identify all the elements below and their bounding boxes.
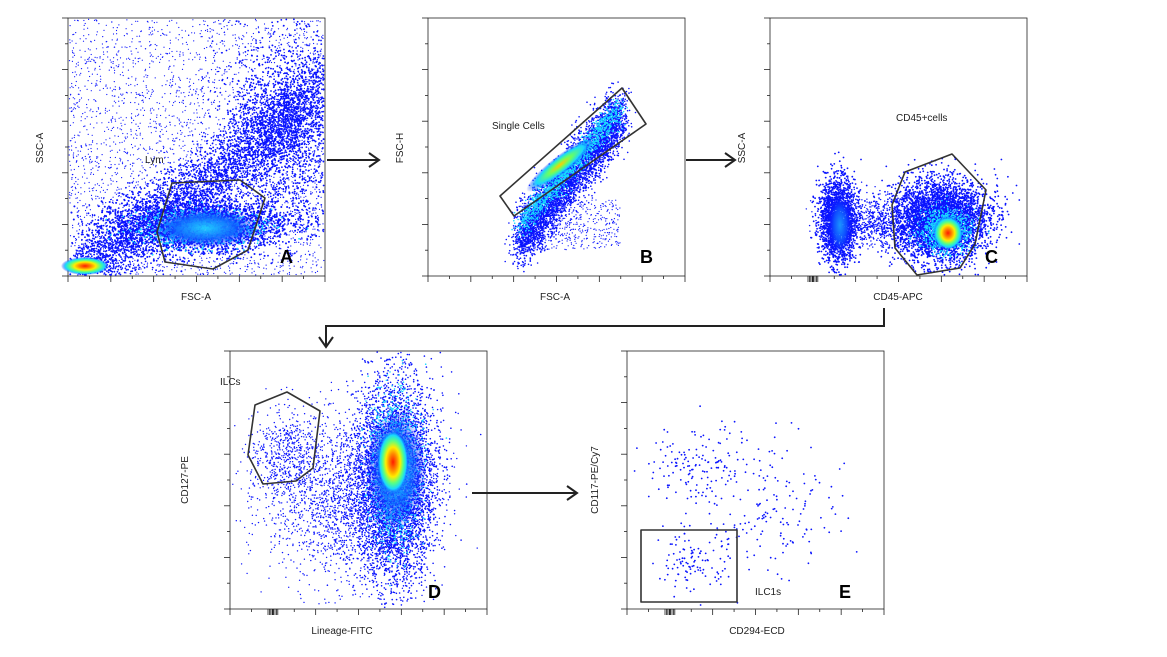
y-axis-label: CD117-PE/Cy7 <box>590 446 601 514</box>
plot-frame <box>627 351 884 609</box>
panel-a: Lym FSC-A SSC-A A <box>35 18 325 303</box>
gate-label: ILCs <box>220 377 241 388</box>
x-axis-label: CD45-APC <box>873 292 922 303</box>
y-axis-label: FSC-H <box>395 133 406 164</box>
panel-c: CD45+cells CD45-APC SSC-A C <box>737 18 1027 303</box>
panel-letter: D <box>428 582 441 602</box>
y-axis-label: SSC-A <box>737 132 748 163</box>
density-peak <box>933 216 963 250</box>
panel-b: Single Cells FSC-A FSC-H B <box>395 18 685 303</box>
gate-label: ILC1s <box>755 587 781 598</box>
x-axis-label: FSC-A <box>181 292 211 303</box>
arrow-a-to-b <box>327 153 379 167</box>
density-core <box>150 208 260 248</box>
y-axis-label: SSC-A <box>35 132 46 163</box>
x-axis-label: FSC-A <box>540 292 570 303</box>
panel-e: ILC1s CD294-ECD CD117-PE/Cy7 E <box>590 351 884 637</box>
density-peak <box>61 257 109 275</box>
panel-d: ILCs Lineage-FITC CD127-PE D <box>180 351 487 637</box>
arrow-d-to-e <box>472 486 577 500</box>
panel-letter: B <box>640 247 653 267</box>
gate-label: CD45+cells <box>896 113 947 124</box>
arrow-c-to-d <box>319 308 884 347</box>
y-axis-label: CD127-PE <box>180 456 191 504</box>
gate-label: Single Cells <box>492 121 545 132</box>
panel-letter: E <box>839 582 851 602</box>
x-axis-label: CD294-ECD <box>729 626 785 637</box>
plot-frame <box>230 351 487 609</box>
panel-letter: A <box>280 247 293 267</box>
gate-label: Lym <box>145 155 164 166</box>
panel-letter: C <box>985 247 998 267</box>
density-peak <box>377 429 409 495</box>
arrow-b-to-c <box>686 153 735 167</box>
density-core <box>828 195 852 255</box>
x-axis-label: Lineage-FITC <box>311 626 372 637</box>
